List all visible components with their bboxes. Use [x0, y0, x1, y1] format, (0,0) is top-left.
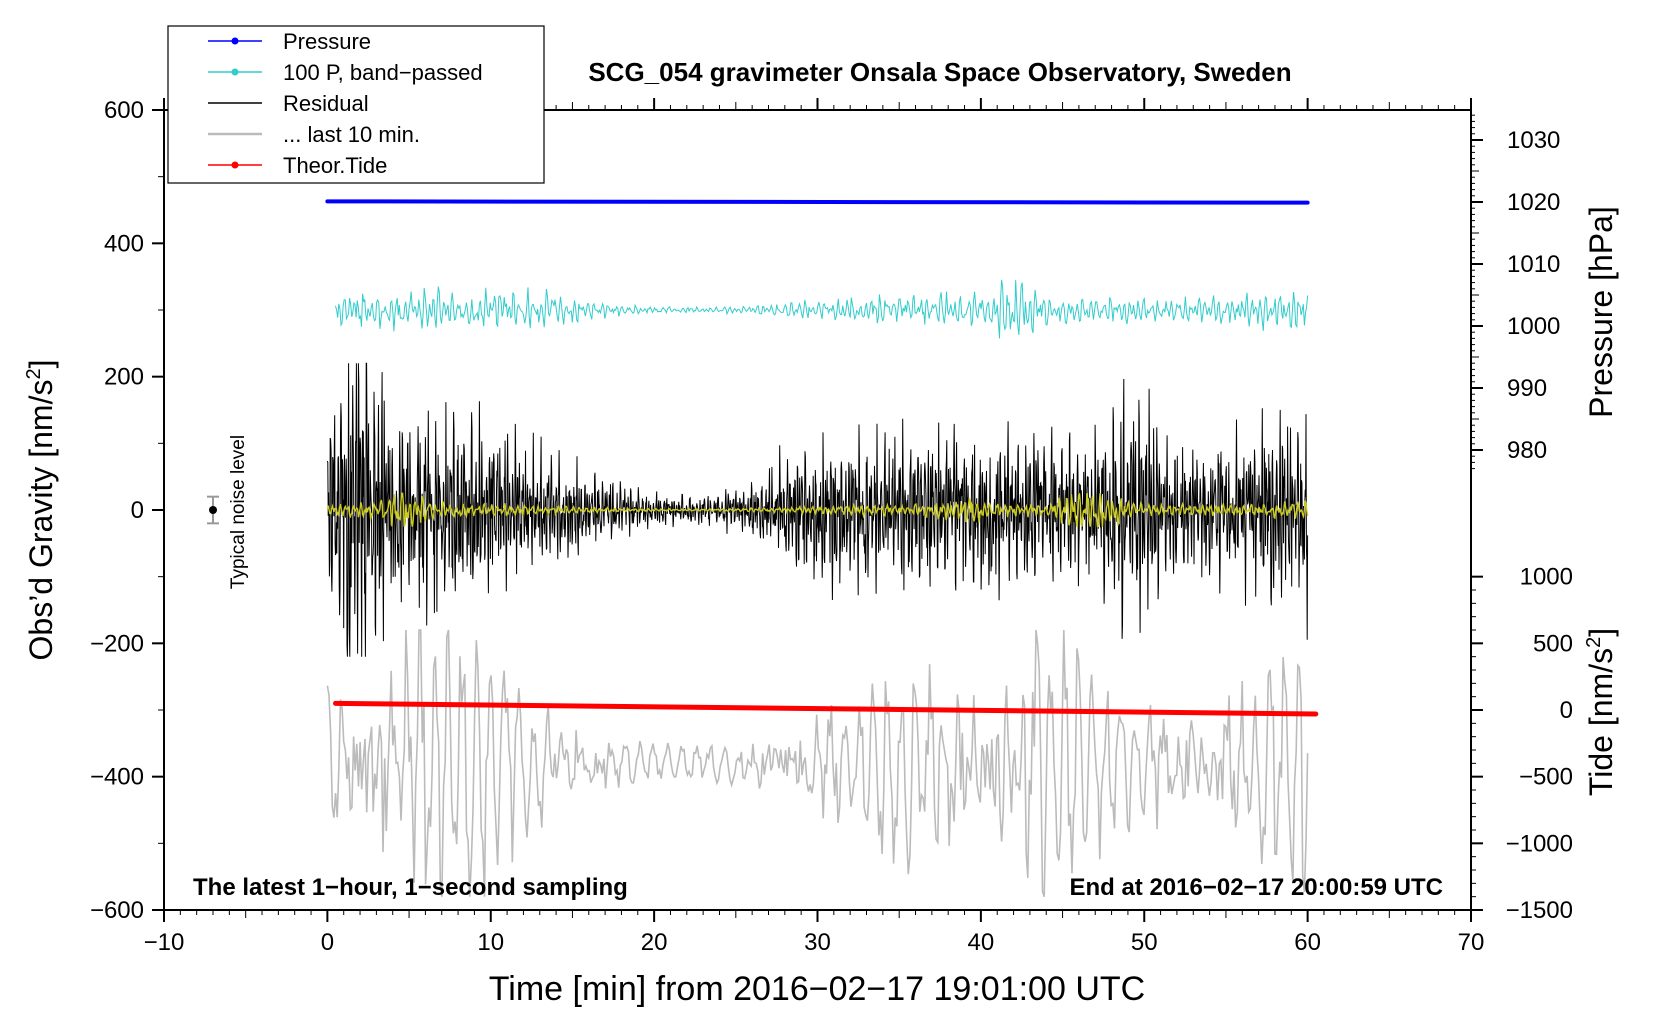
x-tick-label: 20	[641, 929, 668, 956]
legend-box	[167, 25, 545, 184]
legend-label: Theor.Tide	[283, 153, 387, 178]
y-tick-label: 400	[104, 230, 144, 257]
y-axis-label: Obs’d Gravity [nm/s2]	[23, 360, 59, 661]
x-tick-label: 40	[968, 929, 995, 956]
tide-tick-label: 1000	[1520, 564, 1573, 591]
legend: Pressure 100 P, band−passed Residual ... la…	[167, 25, 545, 184]
series-group	[325, 199, 1319, 897]
series-residual-smoothed	[326, 492, 1309, 528]
tide-tick-label: 500	[1533, 630, 1573, 657]
series-last-10-min	[326, 629, 1309, 897]
tide-tick-label: −1500	[1506, 897, 1573, 924]
pressure-tick-label: 1010	[1507, 251, 1560, 278]
pressure-tick-label: 980	[1507, 437, 1547, 464]
y-tick-label: −600	[90, 897, 144, 924]
legend-marker	[231, 37, 239, 45]
y-tick-label: −200	[90, 630, 144, 657]
series-theor-tide	[333, 700, 1319, 717]
series-residual	[326, 362, 1309, 657]
legend-label: Residual	[283, 91, 369, 116]
pressure-axis-ticks: 1030 1020 1010 1000 990 980	[1471, 114, 1560, 470]
pressure-tick-label: 1030	[1507, 127, 1560, 154]
x-tick-label: 0	[321, 929, 334, 956]
legend-marker	[231, 161, 239, 169]
y-tick-label: −400	[90, 764, 144, 791]
x-tick-label: 10	[477, 929, 504, 956]
pressure-tick-label: 1020	[1507, 189, 1560, 216]
pressure-axis-label: Pressure [hPa]	[1583, 206, 1619, 418]
tide-axis-ticks: 1000 500 0 −500 −1000 −1500	[1471, 564, 1573, 924]
pressure-tick-label: 990	[1507, 375, 1547, 402]
noise-bar	[207, 495, 220, 525]
tide-tick-label: 0	[1560, 697, 1573, 724]
series-100-p-band-passed	[335, 279, 1309, 339]
annotation-sampling: The latest 1−hour, 1−second sampling	[193, 874, 628, 901]
noise-level-label: Typical noise level	[228, 435, 249, 589]
series-pressure	[325, 199, 1310, 205]
tide-axis-label-sup: 2	[1583, 637, 1605, 648]
legend-label: ... last 10 min.	[283, 122, 420, 147]
tide-tick-label: −500	[1519, 764, 1573, 791]
x-axis-label: Time [min] from 2016−02−17 19:01:00 UTC	[489, 970, 1145, 1008]
y-tick-label: 0	[131, 497, 144, 524]
y-tick-label: 200	[104, 364, 144, 391]
annotation-end-time: End at 2016−02−17 20:00:59 UTC	[1069, 874, 1443, 901]
y-axis-ticks: 600 400 200 0 −200 −400 −600	[90, 97, 164, 924]
y-axis-label-sup: 2	[23, 368, 45, 379]
legend-label: Pressure	[283, 29, 371, 54]
legend-label: 100 P, band−passed	[283, 60, 483, 85]
noise-point	[209, 506, 218, 514]
x-tick-label: −10	[144, 929, 185, 956]
y-tick-label: 600	[104, 97, 144, 124]
x-tick-label: 70	[1458, 929, 1485, 956]
x-tick-label: 50	[1131, 929, 1158, 956]
tide-axis-label: Tide [nm/s2]	[1583, 628, 1619, 796]
legend-marker	[231, 68, 239, 76]
x-tick-label: 30	[804, 929, 831, 956]
x-axis-ticks: −10 0 10 20 30 40 50 60 70	[144, 98, 1485, 956]
chart-title: SCG_054 gravimeter Onsala Space Observat…	[588, 57, 1291, 87]
tide-tick-label: −1000	[1506, 830, 1573, 857]
pressure-tick-label: 1000	[1507, 313, 1560, 340]
x-tick-label: 60	[1294, 929, 1321, 956]
